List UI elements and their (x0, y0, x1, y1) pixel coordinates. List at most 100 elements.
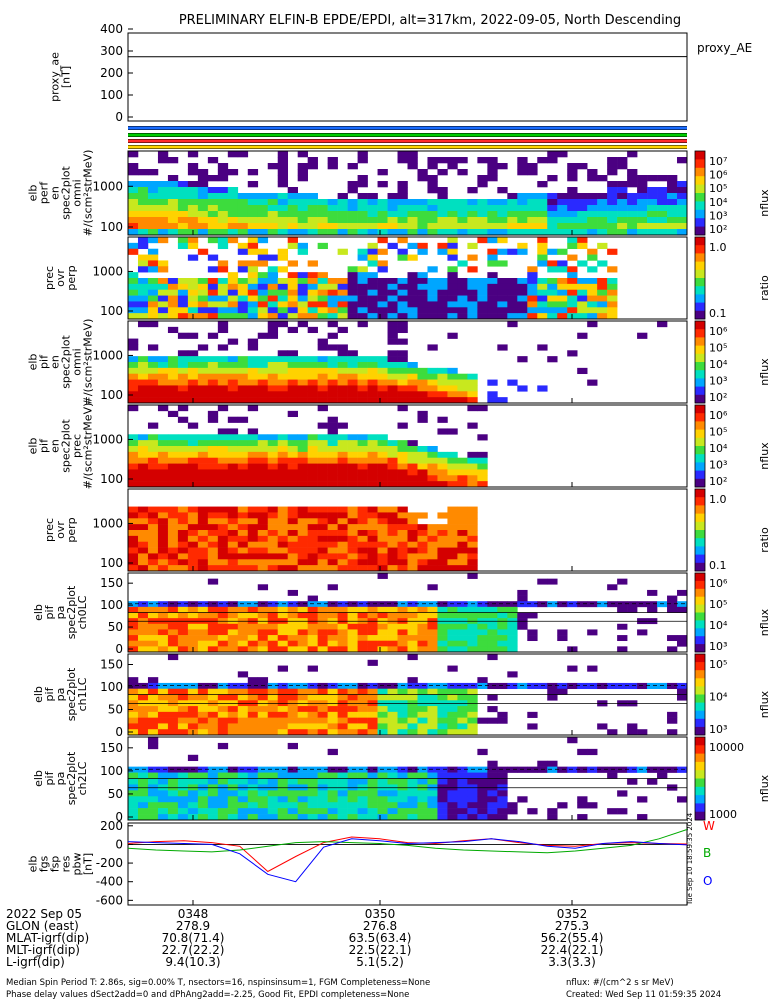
spectrogram-cell (507, 199, 518, 206)
spectrogram-cell (357, 635, 368, 642)
spectrogram-cell (467, 283, 478, 291)
spectrogram-cell (337, 814, 348, 821)
spectrogram-cell (227, 802, 239, 809)
spectrogram-cell (637, 796, 648, 803)
spectrogram-cell (407, 790, 418, 797)
spectrogram-cell (397, 711, 408, 718)
spectrogram-cell (427, 530, 438, 537)
spectrogram-cell (317, 278, 328, 285)
spectrogram-cell (517, 766, 528, 773)
spectrogram-cell (407, 278, 418, 285)
spectrogram-cell (197, 223, 209, 230)
spectrogram-cell (147, 766, 159, 773)
spectrogram-cell (157, 629, 169, 636)
spectrogram-cell (217, 629, 229, 636)
spectrogram-cell (187, 682, 199, 690)
spectrogram-cell (277, 211, 289, 218)
spectrogram-cell (137, 187, 149, 194)
spectrogram-cell (437, 646, 448, 653)
spectrogram-cell (157, 193, 169, 200)
spectrogram-cell (307, 694, 318, 701)
spectrogram-cell (467, 559, 478, 566)
spectrogram-cell (317, 405, 328, 412)
spectrogram-cell (247, 469, 259, 476)
spectrogram-cell (407, 313, 418, 320)
spectrogram-cell (297, 802, 308, 809)
spectrogram-cell (357, 530, 368, 537)
spectrogram-cell (427, 682, 438, 690)
spectrogram-cell (367, 295, 378, 302)
spectrogram-cell (587, 289, 598, 296)
spectrogram-cell (317, 373, 328, 380)
spectrogram-cell (197, 711, 209, 718)
x-tick-value: 278.9 (176, 919, 210, 933)
spectrogram-cell (247, 307, 259, 314)
colorbar-label: nflux (758, 690, 771, 718)
colorbar-segment (695, 151, 705, 160)
spectrogram-cell (327, 711, 338, 718)
spectrogram-cell (187, 169, 199, 176)
spectrogram-cell (147, 446, 159, 453)
spectrogram-cell (407, 688, 418, 695)
spectrogram-cell (327, 217, 338, 224)
spectrogram-cell (477, 283, 488, 291)
spectrogram-cell (227, 440, 239, 447)
spectrogram-cell (497, 601, 508, 608)
spectrogram-cell (567, 266, 578, 273)
spectrogram-cell (417, 199, 428, 206)
spectrogram-cell (397, 772, 408, 779)
spectrogram-cell (347, 266, 358, 273)
spectrogram-cell (667, 229, 678, 236)
spectrogram-cell (497, 217, 508, 224)
spectrogram-cell (497, 295, 508, 302)
spectrogram-cell (277, 362, 289, 369)
spectrogram-cell (128, 405, 139, 412)
spectrogram-cell (217, 295, 229, 302)
spectrogram-cell (427, 475, 438, 482)
spectrogram-cell (237, 440, 249, 447)
spectrogram-cell (437, 612, 448, 619)
colorbar-segment (695, 310, 705, 320)
spectrogram-cell (357, 729, 368, 736)
spectrogram-cell (128, 694, 139, 701)
spectrogram-cell (537, 260, 548, 267)
spectrogram-cell (377, 790, 388, 797)
spectrogram-cell (397, 512, 408, 519)
spectrogram-cell (307, 475, 318, 482)
colorbar-tick-label: 10³ (709, 209, 727, 222)
spectrogram-cell (337, 385, 348, 392)
y-tick-label: 0 (115, 837, 123, 851)
spectrogram-cell (157, 601, 169, 608)
spectrogram-cell (377, 451, 388, 459)
spectrogram-cell (267, 367, 279, 375)
spectrogram-cell (617, 193, 628, 200)
spectrogram-cell (457, 512, 468, 519)
spectrogram-cell (377, 623, 388, 630)
spectrogram-cell (507, 802, 518, 809)
spectrogram-cell (437, 367, 448, 375)
spectrogram-cell (207, 629, 219, 636)
spectrogram-cell (447, 475, 458, 482)
spectrogram-cell (457, 301, 468, 308)
spectrogram-cell (307, 711, 318, 718)
spectrogram-cell (187, 301, 199, 308)
spectrogram-cell (457, 481, 468, 488)
spectrogram-cell (527, 205, 538, 212)
colorbar-segment (695, 554, 705, 564)
spectrogram-cell (497, 606, 508, 613)
spectrogram-cell (297, 606, 308, 613)
spectrogram-cell (667, 682, 678, 690)
spectrogram-cell (267, 283, 279, 291)
panel-frame (127, 488, 688, 572)
spectrogram-cell (467, 469, 478, 476)
spectrogram-cell (128, 163, 139, 170)
spectrogram-cell (577, 211, 588, 218)
spectrogram-cell (377, 688, 388, 695)
spectrogram-cell (577, 283, 588, 291)
spectrogram-cell (417, 790, 428, 797)
spectrogram-cell (377, 682, 388, 690)
spectrogram-cell (447, 665, 458, 672)
spectrogram-cell (227, 640, 239, 647)
colorbar-segment (695, 478, 705, 488)
spectrogram-cell (477, 313, 488, 320)
